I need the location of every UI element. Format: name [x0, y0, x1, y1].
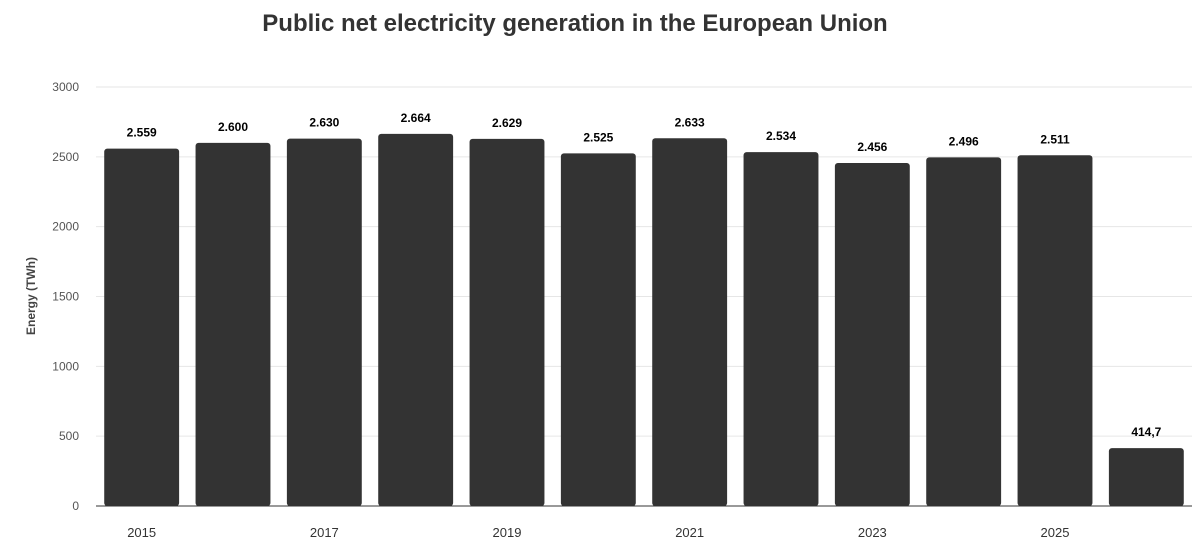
- data-label-2026: 414,7: [1131, 425, 1161, 439]
- x-tick-label: 2021: [675, 525, 704, 540]
- bar-2018[interactable]: [378, 133, 454, 507]
- bar-2016[interactable]: [195, 142, 271, 506]
- bar-2021[interactable]: [652, 138, 728, 506]
- data-label-2018: 2.664: [401, 111, 431, 125]
- y-axis-ticks: 0 500 1000 1500 2000 2500 3000: [52, 80, 79, 513]
- y-tick-label: 1000: [52, 359, 79, 373]
- x-tick-label: 2019: [493, 525, 522, 540]
- y-tick-label: 3000: [52, 80, 79, 94]
- bar-2015[interactable]: [104, 148, 180, 506]
- bar-2023[interactable]: [834, 162, 910, 506]
- data-labels: 2.559 2.600 2.630 2.664 2.629 2.525 2.633 2.534…: [127, 111, 1162, 439]
- data-label-2021: 2.633: [675, 115, 705, 129]
- bar-2026[interactable]: [1108, 448, 1184, 506]
- y-tick-label: 1500: [52, 290, 79, 304]
- data-label-2025: 2.511: [1040, 132, 1070, 146]
- data-label-2019: 2.629: [492, 116, 522, 130]
- data-label-2015: 2.559: [127, 126, 157, 140]
- bar-2024[interactable]: [926, 157, 1002, 506]
- x-tick-label: 2025: [1041, 525, 1070, 540]
- data-label-2017: 2.630: [309, 116, 339, 130]
- x-tick-label: 2015: [127, 525, 156, 540]
- x-tick-label: 2017: [310, 525, 339, 540]
- y-axis-title: Energy (TWh): [24, 257, 38, 335]
- bars: [104, 133, 1184, 507]
- data-label-2016: 2.600: [218, 120, 248, 134]
- gridlines: [96, 86, 1192, 437]
- bar-2020[interactable]: [560, 153, 636, 506]
- y-tick-label: 2000: [52, 220, 79, 234]
- bar-2022[interactable]: [743, 152, 819, 507]
- x-axis-ticks: 2015 2017 2019 2021 2023 2025: [127, 525, 1069, 540]
- data-label-2024: 2.496: [949, 134, 979, 148]
- bar-2025[interactable]: [1017, 155, 1093, 506]
- data-label-2023: 2.456: [857, 140, 887, 154]
- y-tick-label: 500: [59, 429, 79, 443]
- data-label-2020: 2.525: [583, 130, 613, 144]
- data-label-2022: 2.534: [766, 129, 796, 143]
- y-tick-label: 2500: [52, 150, 79, 164]
- y-tick-label: 0: [72, 499, 79, 513]
- bar-2017[interactable]: [286, 138, 362, 506]
- x-tick-label: 2023: [858, 525, 887, 540]
- chart-title: Public net electricity generation in the…: [262, 10, 888, 37]
- bar-2019[interactable]: [469, 138, 545, 506]
